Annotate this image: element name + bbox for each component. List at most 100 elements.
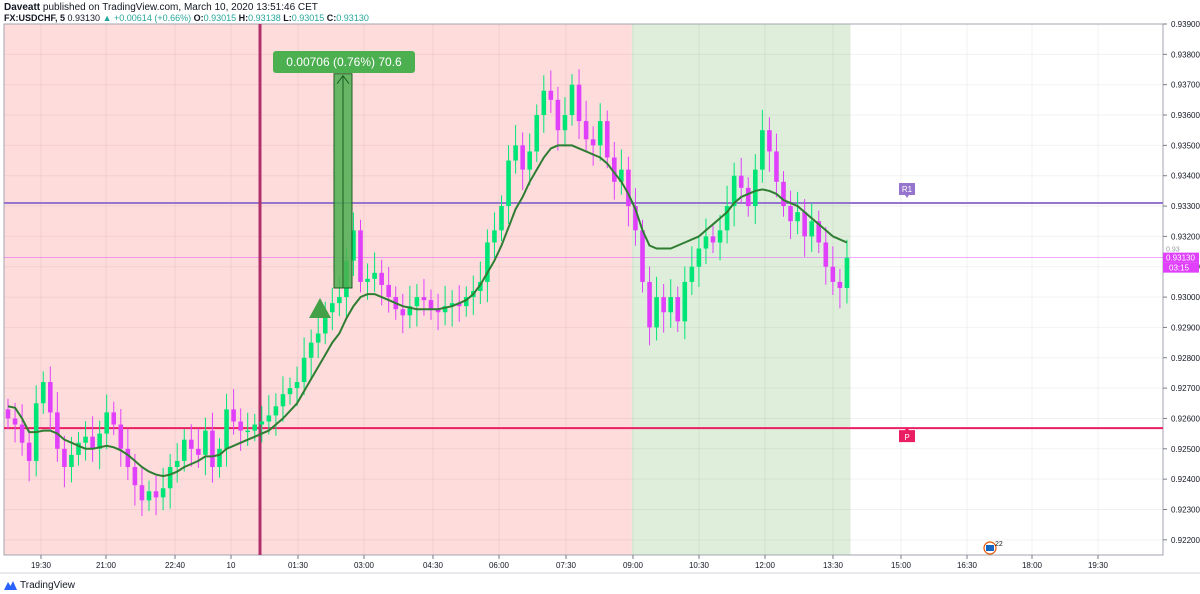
candle-body — [619, 169, 624, 182]
event-flag-icon-fill — [986, 545, 994, 551]
publish-line: Daveatt published on TradingView.com, Ma… — [4, 2, 318, 13]
candle-body — [174, 460, 180, 468]
candle-body — [76, 442, 81, 455]
candle-body — [90, 436, 95, 449]
y-tick-label: 0.92500 — [1171, 445, 1200, 454]
candle-body — [196, 448, 201, 455]
faint-price-label: 0.93 — [1166, 247, 1180, 254]
session-background — [4, 24, 632, 555]
symbol-name[interactable]: FX:USDCHF, 5 — [4, 13, 66, 23]
candle-body — [252, 424, 258, 431]
x-tick-label: 03:00 — [354, 561, 375, 570]
candle-body — [435, 309, 441, 313]
candle-body — [612, 157, 617, 182]
candle-body — [386, 284, 391, 298]
candle-body — [710, 236, 716, 243]
candle-body — [837, 281, 843, 288]
footer-brand[interactable]: TradingView — [4, 578, 75, 592]
x-tick-label: 16:30 — [957, 561, 978, 570]
candle-body — [167, 467, 173, 489]
candle-body — [534, 115, 540, 152]
x-tick-label: 04:30 — [423, 561, 444, 570]
candle-body — [604, 121, 610, 158]
x-tick-label: 21:00 — [96, 561, 117, 570]
candle-body — [781, 181, 786, 207]
candle-body — [421, 297, 427, 301]
candle-body — [654, 297, 659, 328]
candle-body — [809, 221, 814, 237]
candle-body — [449, 303, 455, 307]
measure-arrow-head — [336, 74, 350, 85]
x-tick-label: 13:30 — [823, 561, 844, 570]
candle-body — [562, 115, 568, 131]
x-tick-label: 15:00 — [891, 561, 912, 570]
candle-body — [153, 491, 159, 498]
candle-body — [569, 84, 575, 116]
candle-body — [696, 248, 702, 267]
candle-body — [647, 281, 652, 328]
candle-body — [217, 448, 222, 468]
candle-body — [682, 281, 688, 322]
candle-body — [767, 130, 772, 152]
y-tick-label: 0.93400 — [1171, 172, 1200, 181]
candle-body — [273, 406, 279, 416]
candle-body — [19, 424, 25, 443]
candle-body — [731, 175, 737, 207]
candle-body — [555, 99, 561, 131]
chart-frame — [3, 23, 1164, 556]
open-label: O: — [193, 13, 204, 23]
candle-body — [322, 312, 328, 334]
y-tick-label: 0.93000 — [1171, 293, 1200, 302]
candle-body — [132, 467, 138, 486]
candle-body — [830, 266, 836, 282]
pivot-p-label: P — [904, 433, 909, 442]
candle-body — [795, 212, 800, 222]
candle-body — [675, 297, 681, 322]
pivot-r1-badge — [899, 183, 915, 199]
symbol-line: FX:USDCHF, 5 0.93130 ▲ +0.00614 (+0.66%)… — [4, 13, 369, 24]
y-tick-label: 0.92600 — [1171, 414, 1200, 423]
candle-body — [40, 382, 46, 404]
pivot-p-badge — [899, 427, 915, 443]
candle-body — [520, 145, 525, 170]
x-tick-label: 18:00 — [1022, 561, 1043, 570]
candle-body — [668, 297, 673, 313]
moving-average-line — [7, 144, 848, 478]
candle-body — [633, 206, 638, 231]
author-name[interactable]: Daveatt — [4, 2, 41, 13]
candle-body — [266, 415, 272, 422]
x-tick-label: 12:00 — [755, 561, 776, 570]
y-tick-label: 0.93700 — [1171, 81, 1200, 90]
high-label: H: — [238, 13, 249, 23]
candle-body — [330, 303, 335, 313]
x-tick-label: 19:30 — [1088, 561, 1109, 570]
session-background — [631, 24, 851, 555]
candle-body — [259, 421, 265, 425]
candle-body — [774, 151, 779, 182]
candle-body — [160, 488, 166, 498]
candle-body — [97, 433, 102, 449]
candle-body — [485, 242, 490, 282]
candle-body — [414, 297, 420, 307]
brand-name: TradingView — [20, 579, 76, 591]
candle-body — [111, 412, 117, 425]
candle-body — [125, 448, 131, 468]
candle-body — [689, 266, 695, 282]
price-change: +0.00614 (+0.66%) — [114, 13, 192, 23]
candle-body — [802, 212, 807, 237]
candle-body — [358, 230, 363, 282]
candle-body — [760, 130, 765, 170]
candle-body — [788, 206, 793, 222]
x-tick-label: 22:40 — [165, 561, 186, 570]
candle-body — [590, 139, 596, 146]
candle-body — [62, 448, 67, 468]
candle-body — [844, 257, 850, 288]
candle-body — [315, 333, 321, 343]
open-value: 0.93015 — [203, 13, 237, 23]
candle-body — [745, 187, 751, 207]
buy-signal-icon — [309, 298, 331, 318]
low-value: 0.93015 — [291, 13, 325, 23]
candle-body — [753, 169, 758, 207]
candle-body — [181, 439, 187, 461]
